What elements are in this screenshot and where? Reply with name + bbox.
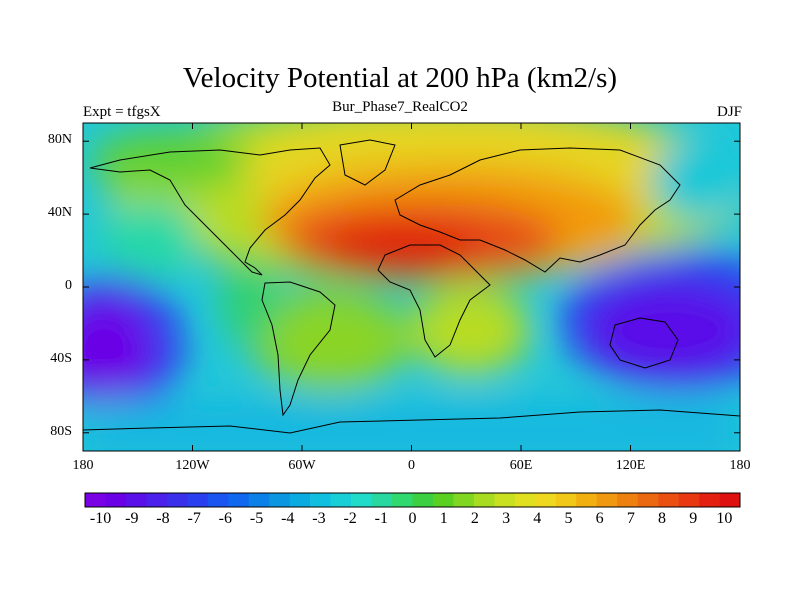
colorbar-label: 7 [626,510,635,527]
lon-tick-label: 120W [175,458,210,473]
colorbar-swatch [351,493,372,507]
figure-title: Velocity Potential at 200 hPa (km2/s) [182,62,618,94]
colorbar-swatch [207,493,229,507]
colorbar-swatch [289,493,311,507]
lat-tick-label: 40N [47,205,72,221]
colorbar-swatch [310,493,331,507]
colorbar-label: 8 [658,510,667,527]
colorbar-label: -2 [343,510,357,527]
colorbar-label: -9 [125,510,139,527]
field-west-pacific-min [585,282,740,378]
colorbar-label: 0 [408,510,417,527]
colorbar-label: 5 [564,510,573,527]
axis-ticks [82,123,741,451]
colorbar-label: -8 [156,510,170,527]
colorbar-label: 3 [502,510,511,527]
colorbar-label: -3 [312,510,326,527]
colorbar-swatch [535,493,557,507]
field-south-america-green [220,255,280,345]
colorbar-swatch [699,493,720,507]
field-shading [83,123,740,451]
south-america-outline [261,281,336,417]
colorbar-swatch [719,493,741,507]
lon-tick-label: 180 [72,458,94,473]
colorbar-swatch [166,493,188,507]
lat-tick-label: 0 [65,278,72,293]
colorbar-swatch [658,493,679,507]
colorbar-label: -4 [281,510,295,527]
field-east-pacific-min [83,295,155,405]
field-north-pacific-green [90,130,250,190]
colorbar-swatch [494,493,516,507]
lon-tick-label: 60E [509,458,533,473]
colorbar-swatch [514,493,536,507]
colorbar-frame [84,492,741,508]
colorbar-swatch [555,493,577,507]
field-africa-yellow [410,285,530,375]
lat-tick-label: 40S [50,350,72,366]
colorbar-swatch [576,493,598,507]
colorbar-swatch [187,493,209,507]
colorbar-swatch [146,493,168,507]
lon-tick-label: 60W [288,458,316,473]
experiment-label: Expt = tfgsX [83,104,161,120]
colorbar-label: 10 [716,510,733,527]
eurasia-outline [394,147,681,273]
colorbar-label: 2 [470,510,479,527]
colorbar-label: -10 [89,510,112,527]
field-south-atlantic-green [250,290,410,390]
australia-outline [609,317,679,369]
colorbar-swatch [412,493,434,507]
colorbar-swatch [637,493,659,507]
colorbar-swatch [248,493,270,507]
colorbar-swatch [371,493,393,507]
colorbar-swatch [453,493,475,507]
colorbar-swatch [392,493,413,507]
colorbar-label: -7 [187,510,201,527]
colorbar-label: 4 [533,510,542,527]
colorbar-swatch [596,493,618,507]
field-southern-ocean [83,400,740,451]
colorbar-swatch [432,493,454,507]
colorbar-swatch [125,493,147,507]
colorbar [84,492,741,508]
lon-tick-label: 120E [615,458,646,473]
colorbar-label: 1 [439,510,448,527]
antarctica-outline [83,409,740,434]
colorbar-swatch [228,493,250,507]
colorbar-swatch [678,493,700,507]
field-east-pacific-teal [100,200,200,280]
greenland-outline [339,139,396,186]
lon-tick-label: 180 [729,458,751,473]
field-max-core [320,226,480,270]
colorbar-label: -1 [374,510,388,527]
field-west-pacific-cyan [650,140,740,220]
africa-outline [377,244,491,358]
lat-tick-label: 80S [50,423,72,439]
lat-tick-label: 80N [47,132,72,148]
colorbar-swatch [269,493,290,507]
colorbar-swatch [330,493,352,507]
north-america-outline [89,147,331,276]
colorbar-swatch [105,493,127,507]
colorbar-label: 6 [595,510,604,527]
colorbar-swatch [85,493,106,507]
lon-tick-label: 0 [408,458,415,473]
colorbar-label: -5 [249,510,264,527]
colorbar-swatch [617,493,638,507]
run-name-label: Bur_Phase7_RealCO2 [332,99,468,115]
colorbar-label: -6 [218,510,232,527]
season-label: DJF [716,104,742,120]
coastlines [83,139,740,434]
colorbar-label: 9 [689,510,698,527]
colorbar-swatch [473,493,495,507]
